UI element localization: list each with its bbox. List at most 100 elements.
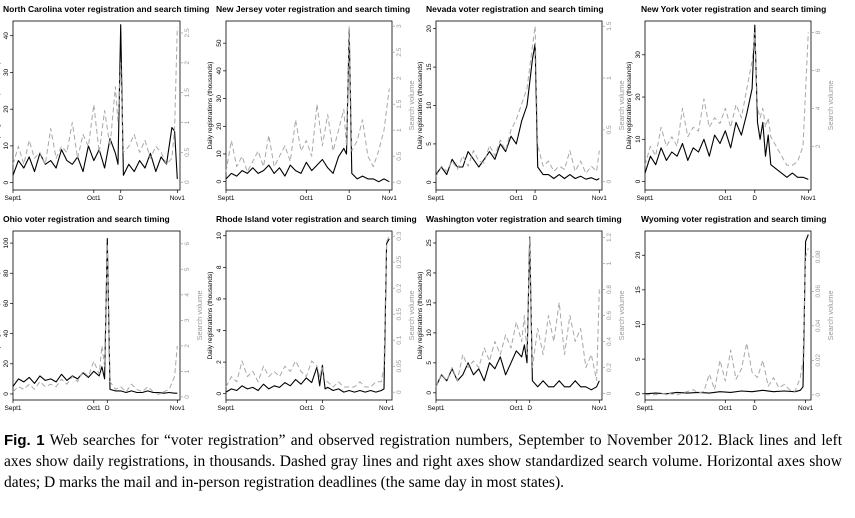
y2-axis-label: Search volume [407,80,416,130]
plot-frame [644,20,812,191]
y-tick-label: 0 [635,392,642,396]
x-tick-label: Sept1 [5,405,22,412]
search-volume-line [225,25,390,173]
plot-frame [225,20,393,191]
panel-title: Washington voter registration and search… [426,214,622,224]
registrations-line [12,237,178,394]
panel-8: Wyoming voter registration and search ti… [635,214,835,412]
y2-tick-label: 1 [184,369,191,373]
search-volume-line [12,243,178,395]
plot-frame [225,230,393,401]
y2-axis-label: Search volume [826,80,835,130]
y2-tick-label: 1 [606,76,613,80]
y-tick-label: 20 [635,93,642,101]
search-volume-line [225,235,390,388]
y-tick-label: 0 [635,179,642,183]
x-tick-label: Nov1 [798,405,814,412]
y-axis-label: Daily registrations (thousands) [417,62,424,150]
x-tick-label: D [752,405,757,412]
registrations-line [644,24,809,180]
y2-tick-label: 1.5 [184,88,191,97]
y2-tick-label: 0 [606,180,613,184]
y2-axis-label: Search volume [617,80,626,130]
y-axis-label: Daily registrations (thousands) [207,62,214,150]
y-tick-label: 0 [426,180,433,184]
x-tick-label: Nov1 [379,405,395,412]
y2-tick-label: 1 [606,261,613,265]
y2-tick-label: 0.5 [396,151,403,160]
y-tick-label: 2 [216,360,223,364]
y2-axis-label: Search volume [826,290,835,340]
panel-title: North Carolina voter registration and se… [3,4,209,14]
x-tick-label: D [105,405,110,412]
y-tick-label: 10 [216,150,223,158]
panel-2: New Jersey voter registration and search… [207,4,416,202]
panel-title: Ohio voter registration and search timin… [3,214,170,224]
y2-tick-label: 0.06 [815,285,822,298]
y2-tick-label: 0.08 [815,250,822,263]
y-tick-label: 0 [216,391,223,395]
y2-tick-label: 0.02 [815,354,822,367]
y2-tick-label: 2 [815,144,822,148]
y-tick-label: 20 [426,269,433,277]
panel-title: New York voter registration and search t… [641,4,826,14]
y2-tick-label: 1 [396,128,403,132]
search-volume-line [435,237,600,388]
y-tick-label: 10 [426,329,433,337]
y2-tick-label: 0 [184,395,191,399]
y-tick-label: 30 [635,51,642,59]
y-tick-label: 10 [426,102,433,110]
registrations-line [12,24,178,180]
y-tick-label: 0 [216,180,223,184]
x-tick-label: Nov1 [592,405,608,412]
y2-tick-label: 0.05 [396,359,403,372]
y2-tick-label: 2 [184,344,191,348]
x-tick-label: Oct1 [718,405,732,412]
y-tick-label: 8 [216,265,223,269]
y2-tick-label: 0.25 [396,255,403,268]
y2-axis-label: Search volume [617,290,626,340]
x-tick-label: Sept1 [218,195,235,202]
x-tick-label: Oct1 [299,195,313,202]
y2-axis-label: Search volume [407,290,416,340]
y-tick-label: 25 [426,239,433,247]
x-tick-label: D [347,195,352,202]
y-tick-label: 60 [3,299,10,307]
x-tick-label: D [752,195,757,202]
x-tick-label: Sept1 [428,195,445,202]
x-tick-label: Oct1 [299,405,313,412]
x-tick-label: Oct1 [718,195,732,202]
registrations-line [435,236,600,391]
y-tick-label: 5 [635,357,642,361]
y2-tick-label: 2.5 [396,47,403,56]
plot-frame [12,230,181,401]
x-tick-label: Sept1 [5,195,22,202]
y2-tick-label: 0.3 [396,231,403,240]
y-tick-label: 100 [3,237,10,248]
y2-tick-label: 6 [184,242,191,246]
panel-5: Ohio voter registration and search timin… [0,214,204,412]
y-tick-label: 4 [216,328,223,332]
y-tick-label: 5 [426,361,433,365]
y-tick-label: 6 [216,297,223,301]
registrations-line [435,43,600,181]
search-volume-line [12,26,178,165]
y2-tick-label: 0.2 [606,363,613,372]
y2-tick-label: 1 [184,120,191,124]
y-axis-label: Daily registrations (thousands) [417,272,424,360]
x-tick-label: Sept1 [428,405,445,412]
y-tick-label: 30 [216,95,223,103]
y2-tick-label: 2 [396,76,403,80]
y2-tick-label: 1.2 [606,233,613,242]
y-tick-label: 40 [3,330,10,338]
y-tick-label: 0 [3,180,10,184]
caption-label: Fig. 1 [4,432,45,449]
y2-tick-label: 5 [184,267,191,271]
y-axis-label: Daily registrations (thousands) [0,272,1,360]
y2-tick-label: 0.5 [184,147,191,156]
x-tick-label: Nov1 [801,195,817,202]
y-tick-label: 20 [216,122,223,130]
plot-frame [12,20,181,191]
y2-tick-label: 0 [815,393,822,397]
plot-frame [435,20,603,191]
